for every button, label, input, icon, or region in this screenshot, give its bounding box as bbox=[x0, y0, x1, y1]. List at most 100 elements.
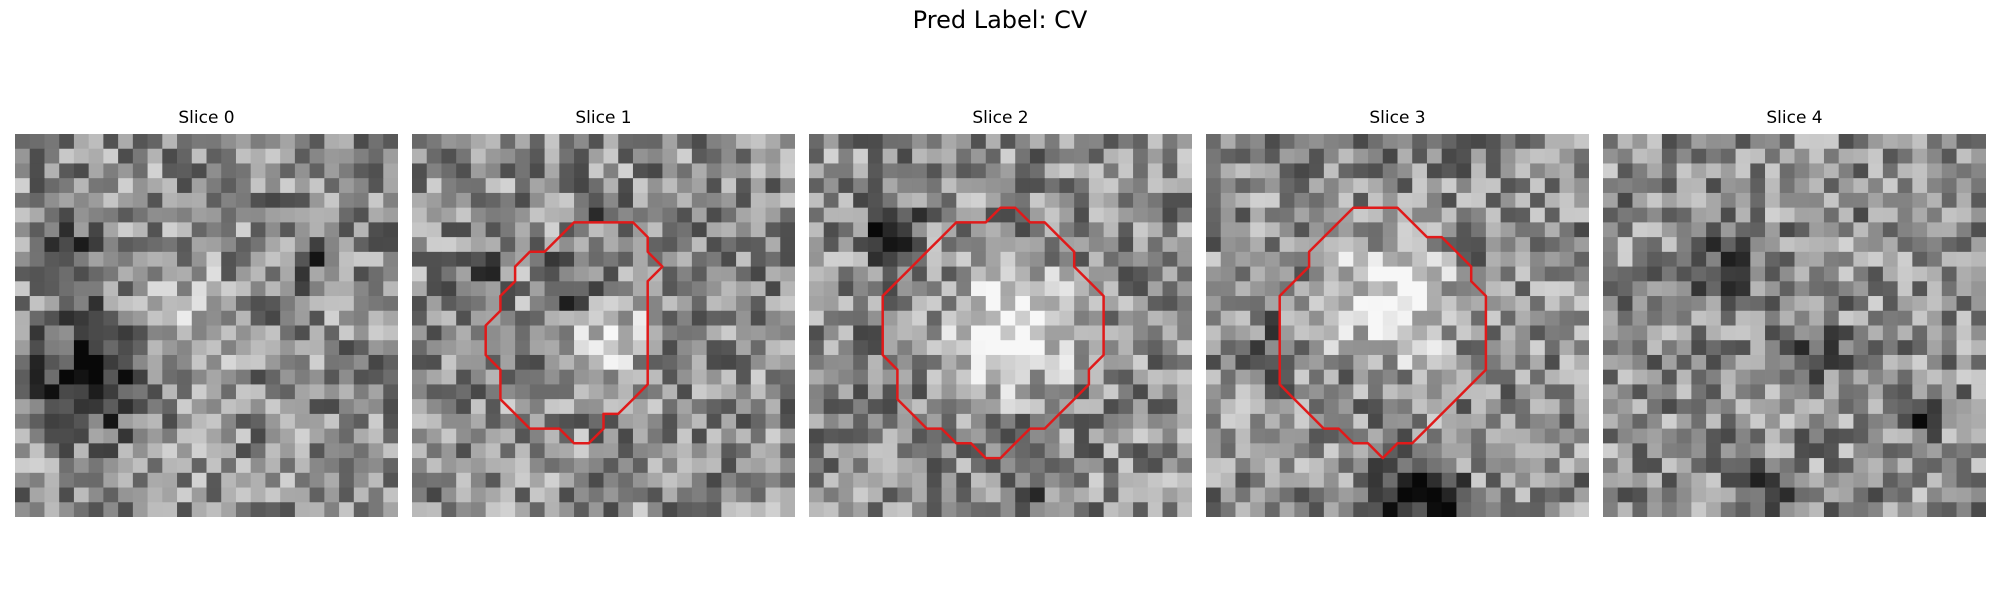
pixel bbox=[1720, 443, 1736, 459]
pixel bbox=[1103, 325, 1119, 341]
pixel bbox=[985, 266, 1001, 282]
pixel bbox=[441, 310, 457, 326]
pixel bbox=[1177, 487, 1192, 503]
pixel bbox=[1456, 340, 1472, 356]
pixel bbox=[706, 237, 722, 253]
pixel bbox=[515, 296, 531, 312]
pixel bbox=[721, 502, 737, 517]
pixel bbox=[1515, 296, 1531, 312]
pixel bbox=[1603, 502, 1619, 517]
pixel bbox=[1264, 399, 1281, 415]
pixel bbox=[603, 325, 619, 341]
pixel bbox=[1147, 192, 1163, 209]
pixel bbox=[618, 192, 634, 209]
pixel bbox=[971, 134, 987, 150]
pixel bbox=[1279, 487, 1295, 503]
pixel bbox=[1779, 281, 1795, 297]
pixel bbox=[1912, 237, 1928, 253]
pixel bbox=[1118, 148, 1134, 164]
pixel bbox=[1309, 472, 1325, 488]
pixel bbox=[1206, 443, 1222, 459]
pixel bbox=[750, 369, 766, 385]
pixel bbox=[823, 472, 839, 488]
pixel bbox=[1485, 266, 1502, 282]
pixel bbox=[1941, 222, 1957, 238]
pixel bbox=[147, 369, 163, 385]
pixel bbox=[339, 163, 355, 179]
pixel bbox=[73, 251, 90, 267]
pixel bbox=[529, 354, 545, 371]
pixel bbox=[1765, 428, 1781, 444]
pixel bbox=[221, 354, 237, 371]
pixel bbox=[662, 192, 678, 209]
pixel bbox=[1294, 354, 1310, 371]
pixel bbox=[1882, 310, 1899, 326]
pixel bbox=[765, 148, 781, 164]
pixel bbox=[750, 325, 766, 341]
pixel bbox=[470, 502, 487, 517]
pixel bbox=[1882, 251, 1899, 267]
pixel bbox=[1264, 163, 1281, 179]
pixel bbox=[1544, 222, 1560, 238]
pixel bbox=[603, 163, 619, 179]
pixel bbox=[59, 207, 75, 223]
pixel bbox=[985, 281, 1001, 297]
pixel bbox=[1897, 340, 1913, 356]
pixel bbox=[809, 192, 825, 209]
pixel bbox=[1382, 369, 1398, 385]
pixel bbox=[971, 472, 987, 488]
pixel bbox=[59, 472, 75, 488]
pixel bbox=[1632, 237, 1648, 253]
pixel bbox=[574, 237, 590, 253]
pixel bbox=[765, 340, 781, 356]
pixel bbox=[1765, 413, 1781, 430]
pixel bbox=[1426, 178, 1443, 194]
pixel bbox=[1088, 325, 1105, 341]
pixel bbox=[1368, 472, 1384, 488]
pixel bbox=[162, 487, 178, 503]
pixel bbox=[1691, 266, 1707, 282]
pixel bbox=[603, 428, 619, 444]
pixel bbox=[662, 369, 678, 385]
pixel bbox=[1471, 340, 1487, 356]
pixel bbox=[691, 192, 708, 209]
pixel bbox=[1147, 251, 1163, 267]
pixel bbox=[618, 472, 634, 488]
pixel bbox=[103, 502, 119, 517]
pixel bbox=[1823, 325, 1840, 341]
pixel bbox=[529, 325, 545, 341]
pixel bbox=[1456, 354, 1472, 371]
pixel bbox=[1515, 502, 1531, 517]
pixel bbox=[103, 296, 119, 312]
pixel bbox=[88, 487, 104, 503]
pixel bbox=[529, 148, 545, 164]
pixel bbox=[1559, 340, 1575, 356]
pixel bbox=[1647, 207, 1663, 223]
pixel bbox=[1530, 369, 1546, 385]
pixel bbox=[1706, 310, 1722, 326]
pixel bbox=[926, 266, 942, 282]
pixel bbox=[1574, 325, 1589, 341]
pixel bbox=[823, 222, 839, 238]
pixel bbox=[309, 458, 325, 474]
pixel bbox=[339, 502, 355, 517]
pixel bbox=[59, 281, 75, 297]
pixel bbox=[1676, 266, 1692, 282]
pixel bbox=[500, 222, 516, 238]
pixel bbox=[59, 296, 75, 312]
pixel bbox=[956, 310, 972, 326]
pixel bbox=[1912, 251, 1928, 267]
pixel bbox=[838, 222, 854, 238]
pixel bbox=[574, 192, 590, 209]
pixel bbox=[1765, 237, 1781, 253]
pixel bbox=[132, 502, 148, 517]
pixel bbox=[809, 502, 825, 517]
pixel bbox=[529, 413, 545, 430]
pixel bbox=[191, 310, 207, 326]
pixel bbox=[515, 325, 531, 341]
pixel bbox=[221, 281, 237, 297]
pixel bbox=[912, 443, 928, 459]
pixel bbox=[1676, 251, 1692, 267]
pixel bbox=[691, 325, 708, 341]
pixel bbox=[647, 178, 663, 194]
